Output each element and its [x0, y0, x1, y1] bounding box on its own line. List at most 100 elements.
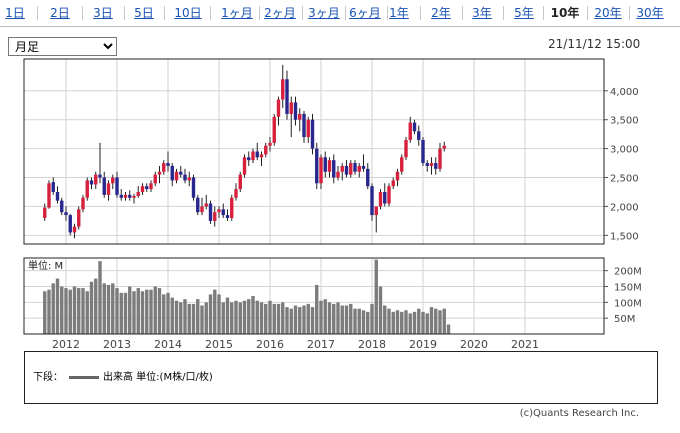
volume-bar [378, 286, 383, 334]
volume-bar [404, 310, 408, 334]
volume-bar [140, 291, 145, 334]
volume-bar [204, 302, 208, 334]
tab-7[interactable]: 2ヶ月 [264, 6, 296, 20]
volume-bar [400, 311, 404, 334]
tab-separator [586, 6, 588, 20]
candle-body [408, 122, 412, 140]
tab-15[interactable]: 20年 [594, 6, 622, 20]
candle-body [247, 157, 251, 161]
candle-body [438, 148, 442, 169]
volume-axis-title: 単位: M [28, 259, 63, 272]
volume-bar [51, 283, 55, 334]
tab-16[interactable]: 30年 [636, 6, 664, 20]
x-tick-label-2015: 2015 [205, 338, 233, 350]
tab-10[interactable]: 1年 [389, 6, 409, 20]
candle-body [115, 177, 119, 195]
candle-body [425, 163, 429, 166]
volume-bar [259, 302, 264, 334]
volume-bar [200, 305, 204, 334]
volume-bar [319, 300, 323, 334]
tab-separator [386, 6, 388, 20]
candle-body [217, 209, 221, 213]
volume-bar [225, 297, 230, 334]
tab-13[interactable]: 5年 [514, 6, 534, 20]
volume-bar [285, 307, 289, 334]
candle-body [285, 79, 289, 114]
volume-bar [60, 286, 64, 334]
volume-bar [98, 261, 102, 334]
tab-5[interactable]: 10日 [174, 6, 202, 20]
tab-separator [164, 6, 165, 20]
candle-body [136, 191, 140, 197]
tab-separator [258, 6, 260, 20]
volume-bar [111, 283, 115, 334]
candle-body [72, 226, 77, 233]
volume-bar [353, 308, 357, 334]
candle-body [55, 191, 60, 201]
candle-body [234, 189, 238, 198]
tab-12[interactable]: 3年 [472, 6, 492, 20]
x-tick-label-2013: 2013 [103, 338, 131, 350]
x-tick-label-2017: 2017 [307, 338, 335, 350]
tab-2[interactable]: 2日 [50, 6, 70, 20]
stock-chart: 1,500 2,000 2,500 3,000 3,500 4,000 50M 100M 150… [23, 58, 642, 350]
candle-body [123, 194, 128, 198]
volume-bar [412, 311, 417, 334]
volume-bar [64, 288, 68, 334]
tab-6[interactable]: 1ヶ月 [221, 6, 253, 20]
volume-bar [276, 303, 281, 334]
volume-tick-label-150: 150M [614, 283, 642, 294]
tab-separator [36, 6, 38, 20]
candle-body [242, 157, 247, 175]
tab-separator [210, 6, 211, 20]
volume-bar [115, 288, 119, 334]
tab-1[interactable]: 1日 [5, 6, 25, 20]
candle-body [421, 139, 425, 164]
volume-bar [446, 324, 451, 334]
candle-body [268, 142, 272, 146]
candle-body [276, 99, 281, 117]
tab-separator [542, 6, 544, 20]
candle-period-select[interactable]: 月足 [8, 37, 117, 56]
volume-bar [217, 294, 221, 334]
tab-3[interactable]: 3日 [93, 6, 113, 20]
candle-body [196, 197, 200, 213]
volume-bar [196, 299, 200, 334]
volume-bar [247, 299, 251, 334]
tab-9[interactable]: 6ヶ月 [349, 6, 381, 20]
candle-body [111, 177, 115, 184]
copyright: (c)Quants Research Inc. [519, 408, 639, 419]
volume-bar [310, 307, 315, 334]
candle-body [429, 163, 434, 166]
volume-bar [361, 310, 366, 334]
tab-separator [629, 6, 630, 20]
x-tick-label-2014: 2014 [154, 338, 182, 350]
tab-4[interactable]: 5日 [134, 6, 154, 20]
candle-body [442, 145, 446, 149]
tab-separator [81, 6, 83, 20]
volume-bar [344, 305, 349, 334]
candle-body [361, 165, 366, 169]
price-tick-label-3000: 3,000 [610, 145, 639, 156]
volume-bar [332, 303, 336, 334]
candle-body [323, 157, 327, 172]
candle-body [332, 160, 336, 178]
volume-bar [234, 300, 238, 334]
candle-body [145, 186, 149, 190]
volume-bar [293, 305, 298, 334]
candle-body [106, 183, 111, 195]
candle-body [43, 207, 47, 218]
candle-body [221, 209, 225, 216]
tab-8[interactable]: 3ヶ月 [308, 6, 340, 20]
volume-bar [425, 313, 429, 334]
tab-11[interactable]: 2年 [431, 6, 451, 20]
volume-bar [264, 303, 268, 334]
x-tick-label-2012: 2012 [52, 338, 80, 350]
volume-bar [242, 300, 247, 334]
candle-body [213, 212, 217, 221]
candle-body [366, 168, 370, 187]
x-tick-label-2021: 2021 [511, 338, 539, 350]
as-of-timestamp: 21/11/12 15:00 [548, 37, 641, 51]
tab-14[interactable]: 10年 [550, 6, 580, 20]
candle-body [208, 203, 213, 221]
